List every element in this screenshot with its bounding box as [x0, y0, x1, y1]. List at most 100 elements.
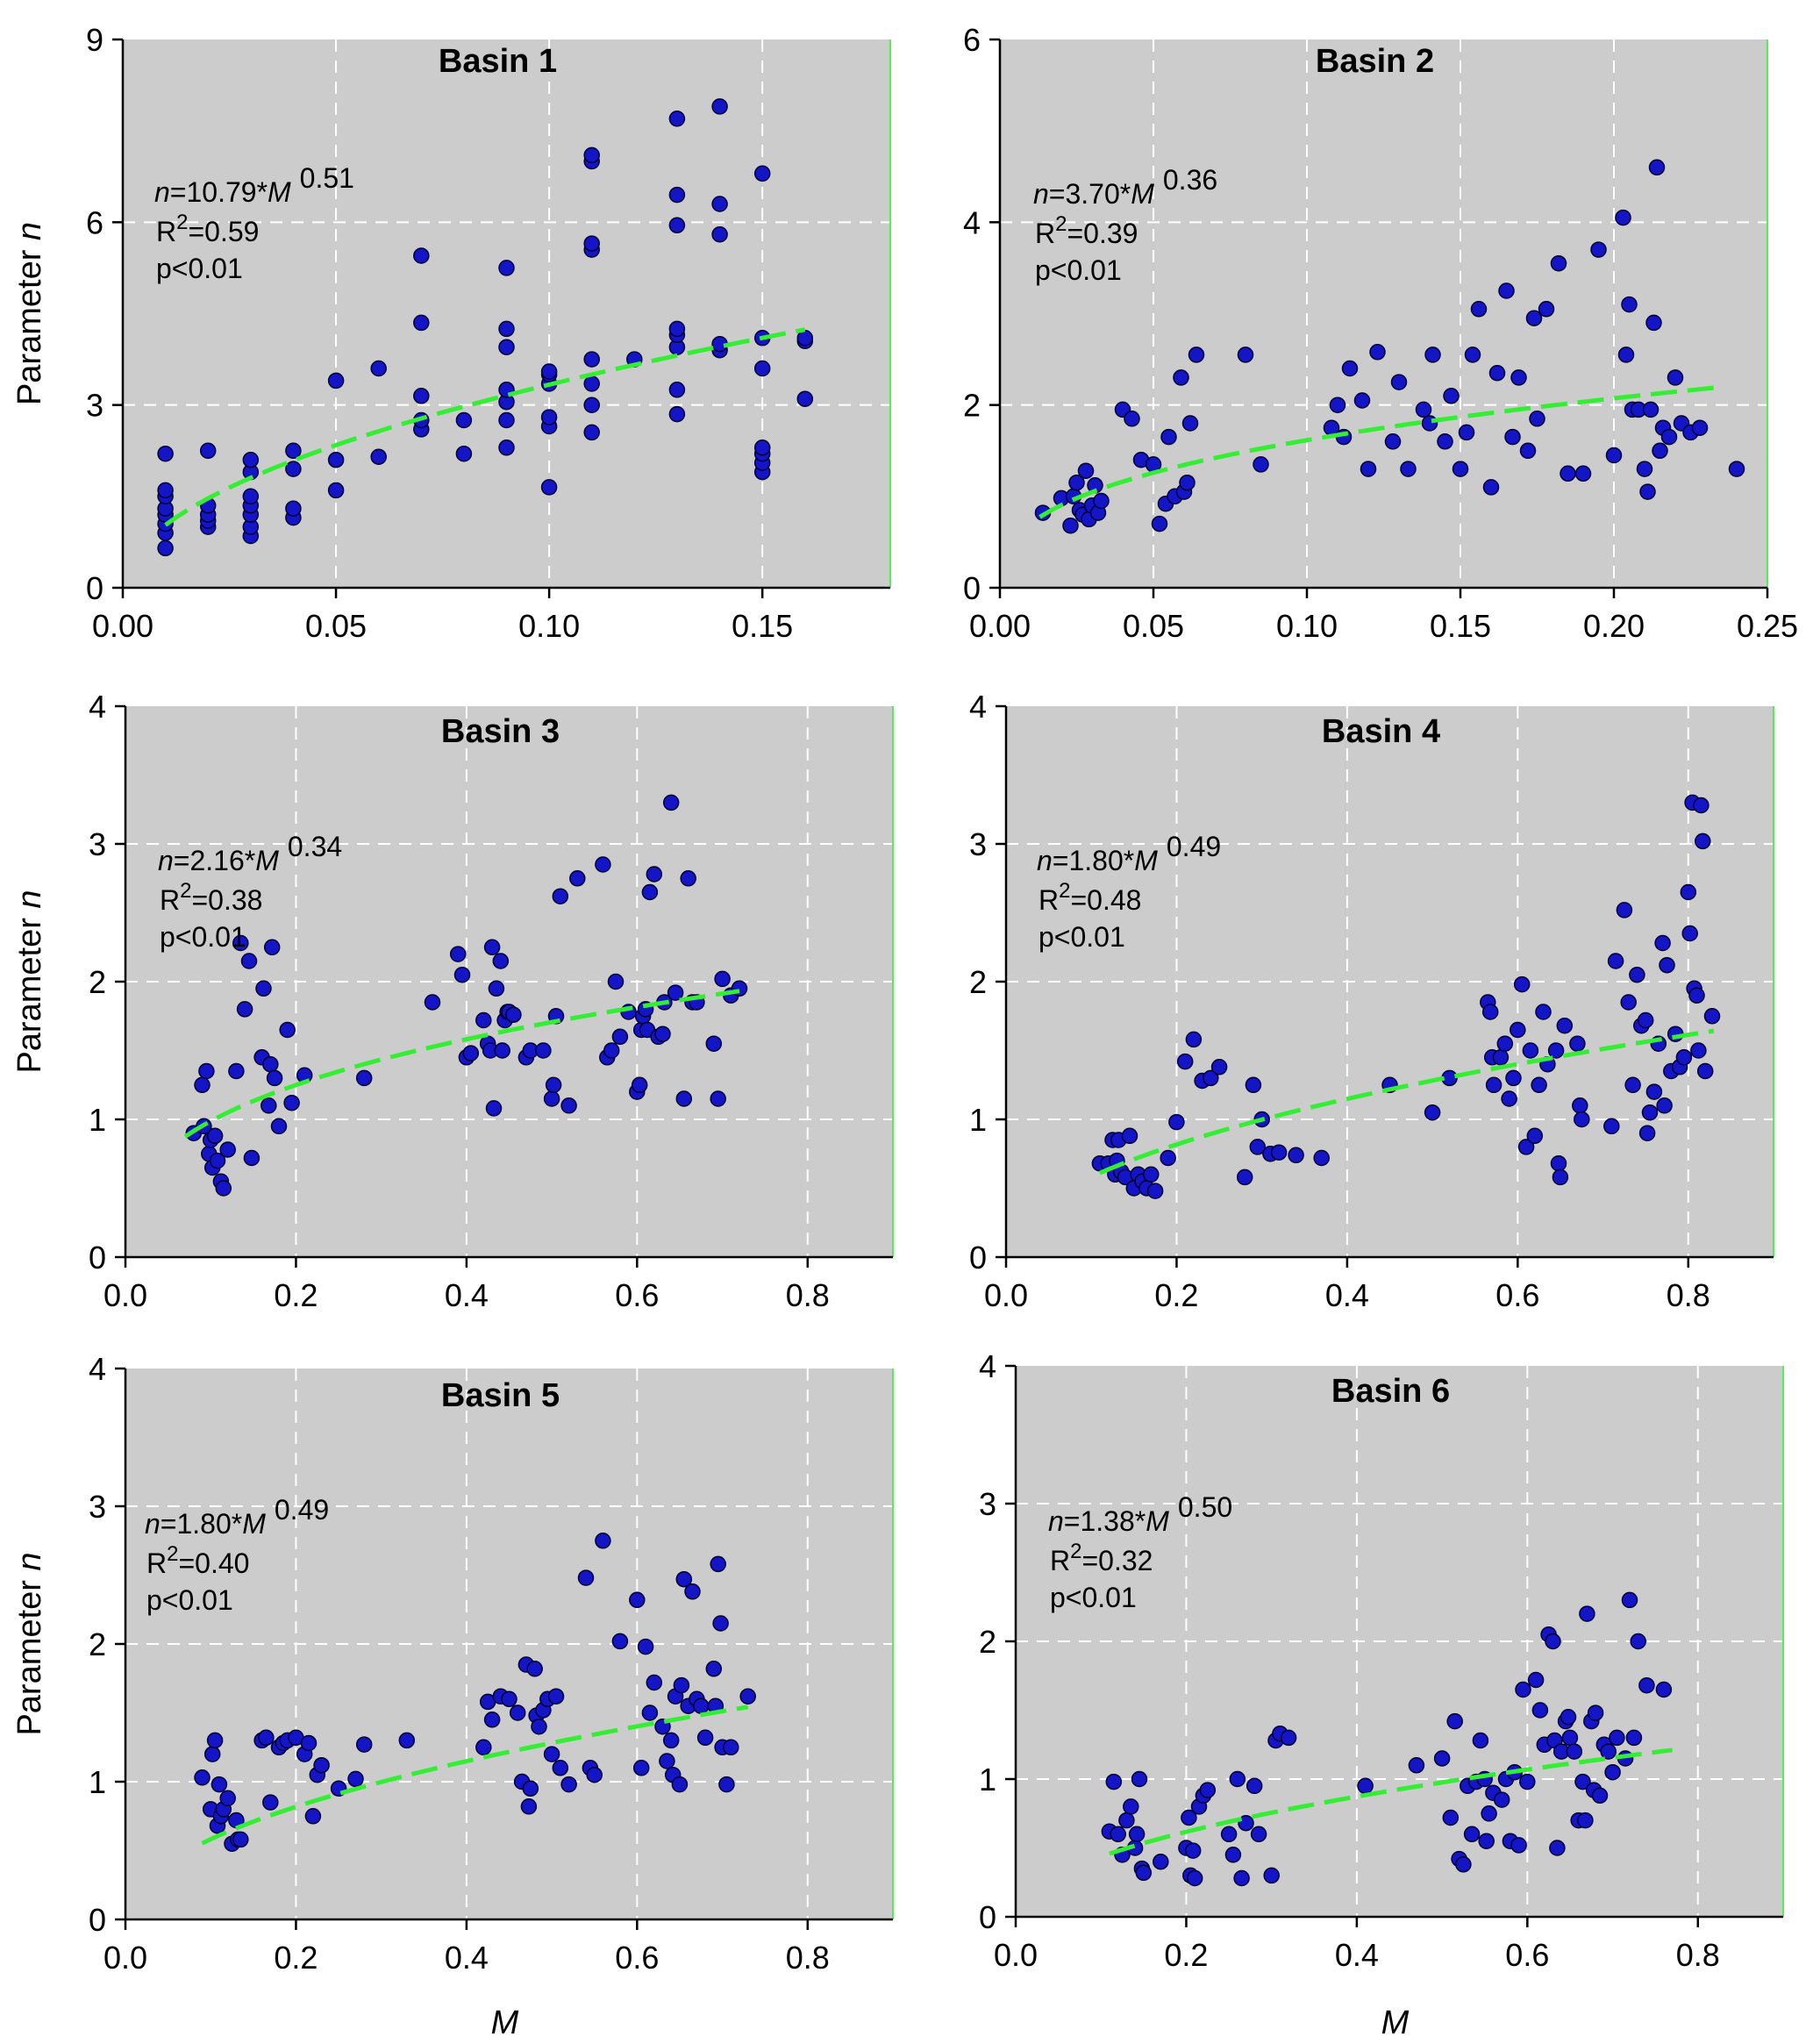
data-point	[413, 314, 430, 332]
x-tick-label: 0.6	[615, 1940, 659, 1976]
data-point	[199, 442, 217, 460]
data-point	[258, 1729, 275, 1747]
fit-curve	[164, 327, 806, 527]
data-point	[1236, 1169, 1253, 1186]
data-point	[1680, 883, 1697, 901]
equation-exponent: 0.49	[275, 1494, 329, 1526]
data-point	[1068, 474, 1085, 491]
data-point	[1681, 925, 1698, 942]
x-tick-label: 0.4	[445, 1940, 489, 1976]
data-point	[1188, 347, 1205, 363]
data-point	[203, 1746, 221, 1762]
equation-base: M	[255, 845, 279, 876]
data-point	[711, 225, 728, 243]
data-point	[753, 440, 771, 456]
data-point	[1237, 347, 1254, 363]
data-point	[1641, 1104, 1659, 1121]
data-point	[1415, 401, 1432, 418]
chart-title: Basin 2	[1316, 43, 1434, 80]
chart-title: Basin 1	[439, 43, 557, 80]
data-point	[1485, 1076, 1503, 1094]
equation-base: M	[1146, 1505, 1169, 1537]
data-point	[1357, 1777, 1374, 1795]
y-tick-label: 6	[86, 204, 103, 240]
data-point	[641, 1705, 659, 1721]
y-tick-label: 4	[969, 689, 987, 725]
fit-curve	[1109, 1747, 1673, 1856]
x-axis-label: M	[1381, 2005, 1410, 2041]
data-point	[1505, 1069, 1522, 1087]
data-point	[1124, 411, 1140, 427]
data-point	[1184, 1842, 1202, 1859]
y-tick-label: 3	[89, 826, 106, 862]
equation-coefficient: =10.79*	[170, 176, 268, 208]
data-point	[696, 1729, 714, 1747]
data-point	[1607, 953, 1624, 969]
data-point	[283, 1094, 300, 1111]
data-point	[1437, 433, 1453, 450]
data-point	[1574, 1773, 1591, 1790]
x-tick-label: 0.8	[1676, 1937, 1720, 1973]
equation-variable: n	[154, 176, 170, 208]
y-tick-label: 0	[979, 1899, 996, 1935]
x-tick-label: 0.05	[1123, 608, 1184, 644]
data-point	[753, 165, 771, 182]
equation-variable: n	[1048, 1505, 1064, 1537]
data-point	[1703, 1008, 1721, 1025]
data-point	[796, 390, 814, 407]
data-point	[1224, 1847, 1242, 1863]
data-point	[1313, 1149, 1330, 1167]
y-axis-label-symbol: n	[11, 890, 48, 908]
data-point	[1077, 462, 1095, 479]
data-point	[1572, 1097, 1588, 1114]
data-point	[1616, 902, 1633, 918]
data-point	[1441, 1069, 1458, 1087]
r-squared-symbol: R	[1050, 1545, 1070, 1576]
y-tick-label: 0	[963, 570, 981, 606]
data-point	[1421, 415, 1438, 432]
data-point	[662, 1732, 680, 1749]
data-point	[569, 870, 586, 887]
data-point	[668, 320, 686, 338]
data-point	[1238, 1814, 1254, 1832]
data-point	[1151, 515, 1168, 532]
y-tick-label: 0	[89, 1240, 106, 1276]
data-point	[1688, 987, 1705, 1004]
data-point	[611, 1633, 629, 1650]
data-point	[157, 540, 174, 557]
data-point	[1615, 209, 1631, 226]
x-tick-label: 0.8	[786, 1940, 830, 1976]
data-point	[1288, 1147, 1304, 1164]
data-point	[424, 994, 441, 1011]
data-point	[327, 451, 345, 468]
x-tick-label: 0.4	[445, 1277, 489, 1313]
data-point	[157, 482, 174, 499]
data-point	[1531, 1076, 1547, 1094]
data-point	[1519, 1773, 1536, 1790]
r-squared-superscript: 2	[1055, 212, 1067, 236]
data-point	[262, 1794, 279, 1811]
p-value: p<0.01	[1035, 254, 1122, 286]
data-point	[540, 479, 558, 496]
data-point	[711, 98, 728, 115]
data-point	[583, 147, 600, 164]
x-tick-label: 0.6	[615, 1277, 659, 1313]
data-point	[232, 1831, 249, 1848]
data-point	[228, 1062, 245, 1080]
r-squared-value: =0.32	[1081, 1545, 1153, 1576]
data-point	[304, 1808, 322, 1825]
data-point	[1463, 1826, 1481, 1843]
data-point	[668, 186, 686, 204]
data-point	[475, 1739, 492, 1756]
x-tick-label: 0.2	[274, 1940, 318, 1976]
x-tick-label: 0.0	[984, 1277, 1028, 1313]
y-tick-label: 6	[963, 22, 981, 58]
data-point	[157, 445, 174, 462]
data-point	[1605, 447, 1623, 464]
data-point	[1561, 1729, 1579, 1747]
data-point	[1517, 1139, 1535, 1155]
data-point	[710, 1555, 726, 1573]
data-point	[1481, 1805, 1497, 1822]
y-axis-label: Parameter n	[11, 890, 48, 1073]
